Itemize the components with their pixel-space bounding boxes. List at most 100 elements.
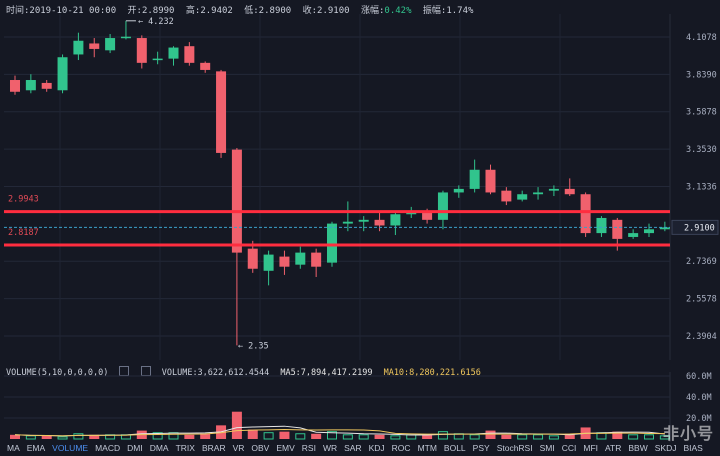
candle[interactable] (580, 192, 591, 237)
volume-axis-label: 40.0M (686, 393, 712, 403)
volume-bar (279, 431, 290, 439)
tab-boll[interactable]: BOLL (443, 443, 466, 453)
change-value: 0.42% (384, 6, 412, 16)
candle[interactable] (596, 216, 607, 237)
tab-vr[interactable]: VR (232, 443, 245, 453)
open-label: 开:2.8990 (127, 6, 175, 16)
volume-bar (517, 434, 528, 440)
volume-bar (152, 432, 163, 440)
volume-bar (533, 434, 544, 440)
candle[interactable] (231, 147, 242, 346)
tab-mtm[interactable]: MTM (417, 443, 437, 453)
tab-volume[interactable]: VOLUME (52, 443, 89, 453)
current-price-tag (671, 219, 719, 235)
candle[interactable] (374, 212, 385, 232)
volume-bar (10, 434, 20, 439)
volume-settings[interactable]: VOLUME(5,10,0,0,0,0) (6, 367, 109, 378)
tab-bias[interactable]: BIAS (683, 443, 703, 453)
tab-psy[interactable]: PSY (472, 443, 490, 453)
candle[interactable] (263, 250, 274, 286)
candle[interactable] (501, 187, 512, 206)
tab-dma[interactable]: DMA (149, 443, 169, 453)
tab-sar[interactable]: SAR (344, 443, 362, 453)
candle[interactable] (390, 210, 401, 236)
tab-skdj[interactable]: SKDJ (654, 443, 677, 453)
candle[interactable] (279, 250, 290, 275)
volume-bar (644, 434, 654, 440)
candle[interactable] (184, 42, 195, 66)
tab-smi[interactable]: SMI (539, 443, 555, 453)
tab-dmi[interactable]: DMI (127, 443, 143, 453)
candle[interactable] (517, 190, 528, 202)
candlestick-chart[interactable]: 2.9943 2.8187 2.9100 ← 4.232 ← 2.35 4.1078 3… (0, 0, 720, 362)
candle[interactable] (485, 164, 496, 195)
volume-bar (422, 434, 433, 439)
candle[interactable] (311, 248, 322, 277)
candle[interactable] (659, 221, 670, 232)
candle[interactable] (358, 216, 369, 232)
candle[interactable] (469, 159, 480, 193)
tab-rsi[interactable]: RSI (301, 443, 316, 453)
price-axis-label: 4.1078 (686, 33, 717, 43)
tab-brar[interactable]: BRAR (201, 443, 226, 453)
volume-axis-label: 20.0M (686, 414, 712, 424)
candle[interactable] (295, 246, 306, 269)
candle[interactable] (57, 54, 68, 94)
price-axis-label: 3.1336 (686, 182, 717, 192)
candle[interactable] (437, 190, 448, 230)
change-label: 涨幅:0.42% (360, 6, 412, 16)
candle[interactable] (564, 178, 575, 197)
tab-stochrsi[interactable]: StochRSI (496, 443, 533, 453)
volume-bar (73, 433, 84, 440)
volume-bar (390, 435, 401, 440)
tab-macd[interactable]: MACD (95, 443, 121, 453)
tab-wr[interactable]: WR (322, 443, 338, 453)
candle[interactable] (533, 187, 544, 200)
volume-bar (263, 432, 274, 440)
volume-bar (564, 433, 575, 439)
tab-mfi[interactable]: MFI (583, 443, 598, 453)
tab-obv[interactable]: OBV (251, 443, 270, 453)
candle[interactable] (628, 229, 639, 239)
volume-bar (25, 435, 36, 440)
volume-bar (469, 434, 480, 440)
candle[interactable] (453, 185, 464, 198)
volume-bar (41, 435, 52, 439)
tab-cci[interactable]: CCI (561, 443, 577, 453)
tab-kdj[interactable]: KDJ (368, 443, 385, 453)
candle[interactable] (25, 74, 36, 94)
tab-roc[interactable]: ROC (391, 443, 411, 453)
candle[interactable] (73, 32, 84, 61)
volume-bar (358, 434, 369, 440)
hline-label: 2.8187 (8, 228, 39, 238)
tab-atr[interactable]: ATR (605, 443, 622, 453)
candle[interactable] (120, 20, 131, 40)
current-price-label: 2.9100 (684, 223, 715, 233)
volume-value: VOLUME:3,622,612.4544 (161, 367, 270, 378)
volume-bar (57, 436, 68, 440)
candle[interactable] (342, 201, 353, 232)
volume-chart[interactable]: 60.0M 40.0M 20.0M (0, 372, 720, 442)
high-label: 高:2.9402 (185, 6, 233, 16)
tab-ema[interactable]: EMA (26, 443, 46, 453)
tab-trix[interactable]: TRIX (175, 443, 195, 453)
candle[interactable] (200, 61, 211, 73)
candle[interactable] (105, 34, 116, 54)
volume-bar (437, 431, 448, 440)
candle[interactable] (152, 51, 163, 65)
amplitude-label: 振幅:1.74% (422, 6, 474, 16)
tab-bbw[interactable]: BBW (628, 443, 648, 453)
candle[interactable] (644, 223, 654, 237)
tab-emv[interactable]: EMV (276, 443, 295, 453)
candle[interactable] (10, 75, 20, 95)
candle[interactable] (168, 46, 179, 66)
volume-bar (247, 429, 258, 439)
tab-ma[interactable]: MA (7, 443, 20, 453)
candle[interactable] (548, 185, 559, 197)
candle[interactable] (41, 80, 52, 92)
candle[interactable] (216, 69, 227, 158)
candle[interactable] (89, 38, 100, 58)
time-label: 时间:2019-10-21 00:00 (6, 6, 117, 16)
candle[interactable] (136, 35, 147, 69)
volume-bar (374, 434, 385, 439)
